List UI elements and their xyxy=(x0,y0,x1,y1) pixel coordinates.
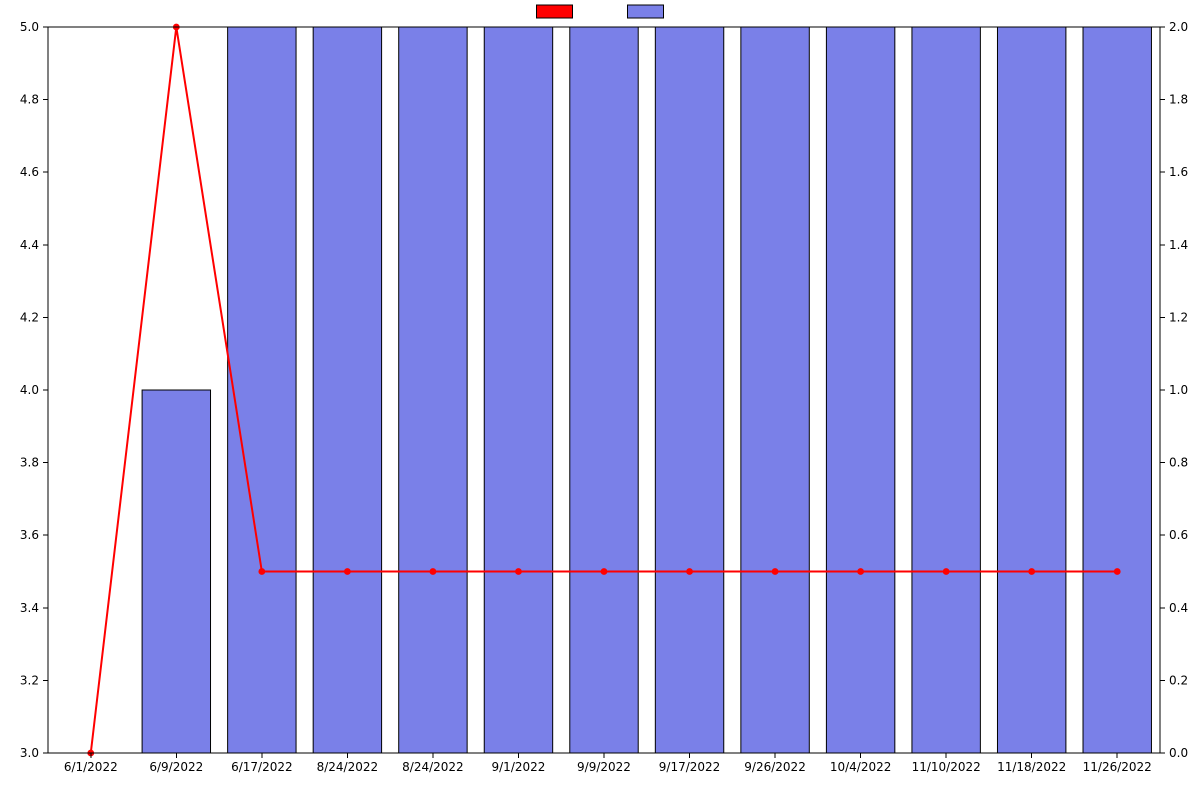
y-right-tick-label: 1.4 xyxy=(1169,238,1188,252)
line-marker xyxy=(858,569,864,575)
line-marker xyxy=(943,569,949,575)
bar xyxy=(826,27,894,753)
x-tick-label: 10/4/2022 xyxy=(830,760,892,774)
y-left-tick-label: 4.6 xyxy=(20,165,39,179)
y-right-tick-label: 1.6 xyxy=(1169,165,1188,179)
y-left-tick-label: 4.4 xyxy=(20,238,39,252)
x-tick-label: 11/18/2022 xyxy=(997,760,1066,774)
x-tick-label: 9/17/2022 xyxy=(659,760,721,774)
legend-swatch-bar xyxy=(628,5,664,18)
y-right-tick-label: 0.0 xyxy=(1169,746,1188,760)
y-right-tick-label: 1.2 xyxy=(1169,310,1188,324)
line-marker xyxy=(687,569,693,575)
bar xyxy=(570,27,638,753)
bar xyxy=(228,27,296,753)
y-left-tick-label: 4.8 xyxy=(20,93,39,107)
line-marker xyxy=(344,569,350,575)
x-tick-label: 8/24/2022 xyxy=(317,760,379,774)
line-marker xyxy=(259,569,265,575)
bar xyxy=(655,27,723,753)
y-right-tick-label: 1.8 xyxy=(1169,93,1188,107)
y-left-tick-label: 4.2 xyxy=(20,310,39,324)
x-tick-label: 11/26/2022 xyxy=(1083,760,1152,774)
combo-chart: 3.0 3.2 3.4 3.6 3.8 4.0 4.2 4.4 4.6 4.8 5.0 0.0 0.2 0… xyxy=(0,0,1200,800)
y-right-tick-label: 1.0 xyxy=(1169,383,1188,397)
y-right-tick-label: 0.4 xyxy=(1169,601,1188,615)
x-tick-label: 11/10/2022 xyxy=(912,760,981,774)
bar xyxy=(997,27,1065,753)
bar xyxy=(912,27,980,753)
y-left-tick-label: 3.6 xyxy=(20,528,39,542)
y-left-tick-label: 3.2 xyxy=(20,673,39,687)
bar xyxy=(741,27,809,753)
line-marker xyxy=(601,569,607,575)
x-tick-label: 6/9/2022 xyxy=(149,760,203,774)
y-right-tick-label: 0.6 xyxy=(1169,528,1188,542)
y-left-tick-label: 4.0 xyxy=(20,383,39,397)
line-marker xyxy=(430,569,436,575)
legend-swatch-line xyxy=(537,5,573,18)
line-marker xyxy=(1029,569,1035,575)
x-tick-label: 9/26/2022 xyxy=(744,760,806,774)
bar xyxy=(399,27,467,753)
x-tick-label: 6/17/2022 xyxy=(231,760,293,774)
x-tick-label: 9/1/2022 xyxy=(492,760,546,774)
line-marker xyxy=(515,569,521,575)
y-left-tick-label: 5.0 xyxy=(20,20,39,34)
x-tick-label: 6/1/2022 xyxy=(64,760,118,774)
y-right-tick-label: 0.8 xyxy=(1169,456,1188,470)
y-left-tick-label: 3.8 xyxy=(20,456,39,470)
x-tick-label: 9/9/2022 xyxy=(577,760,631,774)
line-marker xyxy=(772,569,778,575)
y-left-tick-label: 3.0 xyxy=(20,746,39,760)
y-left-tick-label: 3.4 xyxy=(20,601,39,615)
x-tick-label: 8/24/2022 xyxy=(402,760,464,774)
bar xyxy=(1083,27,1151,753)
y-right-tick-label: 0.2 xyxy=(1169,673,1188,687)
bar xyxy=(142,390,210,753)
bar xyxy=(313,27,381,753)
bar xyxy=(484,27,552,753)
chart-svg: 3.0 3.2 3.4 3.6 3.8 4.0 4.2 4.4 4.6 4.8 5.0 0.0 0.2 0… xyxy=(0,0,1200,800)
y-right-tick-label: 2.0 xyxy=(1169,20,1188,34)
line-marker xyxy=(1114,569,1120,575)
